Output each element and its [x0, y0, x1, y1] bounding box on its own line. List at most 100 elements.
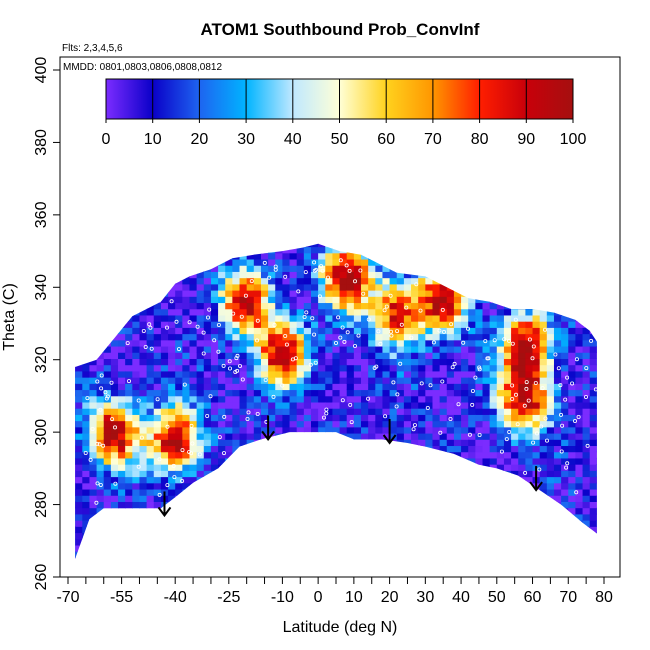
- data-cell: [582, 432, 591, 440]
- data-cell: [325, 302, 334, 310]
- data-cell: [390, 197, 398, 204]
- data-cell: [346, 401, 355, 409]
- data-cell: [75, 507, 83, 515]
- data-cell: [461, 345, 469, 353]
- data-cell: [225, 283, 233, 291]
- observation-dot: [395, 392, 400, 397]
- data-cell: [461, 277, 469, 285]
- data-cell: [282, 222, 290, 229]
- data-cell: [153, 258, 162, 266]
- data-cell: [339, 507, 348, 515]
- data-cell: [304, 564, 312, 571]
- data-cell: [132, 426, 141, 434]
- data-cell: [96, 482, 105, 490]
- data-cell: [539, 370, 548, 378]
- observation-dot: [349, 420, 354, 425]
- data-cell: [346, 544, 355, 552]
- data-cell: [589, 327, 597, 335]
- data-cell: [160, 314, 169, 322]
- data-cell: [568, 222, 576, 229]
- data-cell: [589, 383, 597, 391]
- data-cell: [96, 364, 105, 372]
- data-cell: [368, 197, 376, 204]
- data-cell: [103, 321, 112, 328]
- data-cell: [346, 470, 355, 478]
- data-cell: [110, 432, 119, 440]
- data-cell: [303, 339, 312, 347]
- data-cell: [211, 203, 219, 210]
- data-cell: [168, 308, 176, 316]
- data-cell: [525, 414, 534, 422]
- data-cell: [511, 277, 519, 285]
- data-cell: [89, 265, 98, 272]
- data-cell: [189, 302, 198, 310]
- data-cell: [403, 507, 412, 515]
- data-cell: [118, 389, 126, 397]
- data-cell: [432, 252, 441, 260]
- data-cell: [303, 451, 312, 459]
- data-cell: [139, 464, 148, 471]
- data-cell: [482, 352, 491, 359]
- data-cell: [196, 501, 205, 509]
- data-cell: [425, 420, 434, 428]
- data-cell: [75, 439, 83, 447]
- data-cell: [268, 358, 276, 366]
- data-cell: [196, 352, 205, 359]
- data-cell: [482, 420, 491, 428]
- data-cell: [210, 277, 219, 285]
- data-cell: [89, 476, 98, 484]
- data-cell: [75, 445, 83, 453]
- data-cell: [597, 209, 605, 216]
- data-cell: [118, 501, 126, 509]
- data-cell: [575, 271, 584, 279]
- data-cell: [268, 445, 276, 453]
- data-cell: [296, 451, 305, 459]
- data-cell: [225, 215, 233, 222]
- colorbar-tick-label: 0: [102, 131, 111, 148]
- data-cell: [525, 401, 534, 409]
- data-cell: [347, 222, 355, 229]
- data-cell: [175, 209, 183, 216]
- data-cell: [432, 401, 441, 409]
- data-cell: [253, 538, 262, 546]
- data-cell: [582, 364, 591, 372]
- data-cell: [368, 246, 376, 254]
- data-cell: [589, 532, 597, 540]
- data-cell: [139, 420, 148, 428]
- data-cell: [282, 451, 291, 459]
- data-cell: [239, 370, 248, 378]
- data-cell: [561, 470, 569, 478]
- data-cell: [318, 345, 326, 353]
- observation-dot: [312, 268, 317, 273]
- data-cell: [260, 420, 269, 428]
- data-cell: [453, 277, 462, 285]
- data-cell: [425, 364, 434, 372]
- data-cell: [461, 222, 469, 229]
- data-cell: [275, 215, 283, 222]
- data-cell: [382, 408, 391, 415]
- data-cell: [118, 420, 126, 428]
- data-cell: [525, 339, 534, 347]
- data-cell: [310, 401, 319, 409]
- data-cell: [546, 383, 555, 391]
- data-cell: [160, 532, 169, 540]
- data-cell: [532, 364, 541, 372]
- data-cell: [75, 333, 76, 341]
- data-cell: [525, 464, 534, 471]
- data-cell: [596, 358, 597, 366]
- data-cell: [189, 451, 198, 459]
- data-cell: [432, 520, 441, 527]
- data-cell: [346, 290, 355, 297]
- data-cell: [375, 538, 384, 546]
- data-cell: [596, 370, 597, 378]
- data-cell: [282, 408, 291, 415]
- data-cell: [511, 283, 519, 291]
- data-cell: [353, 513, 362, 521]
- data-cell: [453, 290, 462, 297]
- observation-dot: [404, 305, 409, 310]
- data-cell: [332, 464, 341, 471]
- data-cell: [168, 327, 176, 335]
- data-cell: [382, 432, 391, 440]
- data-cell: [218, 339, 226, 347]
- data-cell: [525, 243, 534, 248]
